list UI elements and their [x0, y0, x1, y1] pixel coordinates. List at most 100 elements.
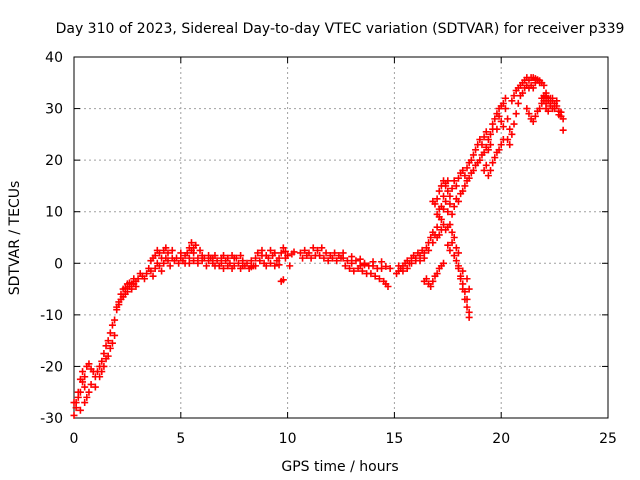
data-point: [557, 108, 565, 116]
data-point: [497, 141, 505, 149]
data-point: [213, 257, 221, 265]
data-point: [85, 388, 93, 396]
data-point: [446, 221, 454, 229]
data-point: [542, 93, 550, 101]
data-point: [281, 247, 289, 255]
data-point: [74, 388, 82, 396]
data-point: [378, 258, 386, 266]
data-point: [252, 262, 260, 270]
data-point: [104, 337, 112, 345]
data-point: [450, 234, 458, 241]
data-point: [469, 151, 477, 159]
data-point: [452, 182, 460, 190]
axis-ticks: 0 5 10 15 20 25 -30 -20 -10 0 10 20 30 40: [40, 50, 617, 447]
data-point: [252, 254, 260, 262]
data-point: [177, 249, 185, 257]
data-point: [506, 125, 514, 133]
data-point: [367, 270, 375, 278]
data-point: [70, 411, 78, 419]
data-point: [491, 154, 499, 162]
data-point: [484, 136, 492, 144]
data-point: [354, 264, 362, 272]
data-point: [523, 105, 531, 113]
data-point: [333, 257, 341, 265]
data-point: [279, 244, 287, 252]
data-point: [540, 81, 548, 89]
data-point: [187, 239, 195, 247]
data-point: [106, 329, 114, 337]
data-point: [98, 357, 106, 365]
data-point: [343, 257, 351, 265]
grid: [74, 57, 608, 418]
x-tick-label: 25: [599, 431, 617, 447]
data-point: [303, 252, 311, 260]
data-point: [358, 267, 366, 275]
data-point: [529, 84, 537, 92]
data-point: [200, 254, 208, 262]
data-point: [83, 393, 91, 401]
data-point: [508, 130, 516, 138]
data-point: [399, 267, 407, 275]
y-tick-label: -30: [40, 411, 63, 427]
data-point: [433, 195, 441, 203]
data-point: [247, 257, 255, 265]
data-point: [102, 355, 110, 363]
data-points: [70, 74, 567, 419]
data-point: [476, 156, 484, 164]
data-point: [444, 187, 452, 195]
data-point: [158, 254, 166, 262]
data-point: [117, 290, 125, 298]
data-point: [168, 246, 176, 254]
data-point: [369, 258, 377, 266]
data-point: [145, 264, 153, 272]
data-point: [123, 288, 131, 296]
data-point: [318, 244, 326, 252]
data-point: [360, 261, 368, 269]
data-point: [440, 259, 448, 267]
data-point: [121, 284, 129, 292]
data-point: [320, 254, 328, 262]
data-point: [403, 264, 411, 272]
data-point: [356, 255, 364, 263]
data-point: [548, 94, 556, 102]
data-point: [341, 262, 349, 270]
data-point: [444, 208, 452, 216]
data-point: [440, 192, 448, 200]
data-point: [553, 97, 561, 105]
data-point: [151, 264, 159, 272]
data-point: [267, 246, 275, 254]
data-point: [128, 285, 136, 293]
data-point: [480, 166, 488, 174]
data-point: [463, 164, 471, 172]
data-point: [331, 249, 339, 257]
data-point: [454, 262, 462, 270]
data-point: [497, 117, 505, 125]
data-point: [544, 107, 552, 115]
data-point: [262, 252, 270, 260]
data-point: [271, 262, 279, 270]
data-point: [166, 262, 174, 270]
data-point: [459, 267, 467, 275]
data-point: [459, 166, 467, 174]
data-point: [482, 161, 490, 169]
data-point: [190, 257, 198, 265]
data-point: [275, 261, 283, 269]
data-point: [81, 383, 89, 391]
data-point: [81, 373, 89, 381]
data-point: [446, 192, 454, 200]
data-point: [299, 254, 307, 262]
data-point: [267, 259, 275, 267]
data-point: [102, 342, 110, 350]
data-point: [510, 120, 518, 128]
data-point: [262, 262, 270, 270]
data-point: [463, 303, 471, 311]
data-point: [100, 362, 108, 370]
chart-title: Day 310 of 2023, Sidereal Day-to-day VTE…: [56, 21, 625, 37]
data-point: [100, 350, 108, 358]
data-point: [461, 295, 469, 303]
data-point: [465, 174, 473, 182]
data-point: [429, 239, 437, 247]
data-point: [504, 136, 512, 144]
data-point: [450, 177, 458, 185]
data-point: [290, 248, 298, 256]
